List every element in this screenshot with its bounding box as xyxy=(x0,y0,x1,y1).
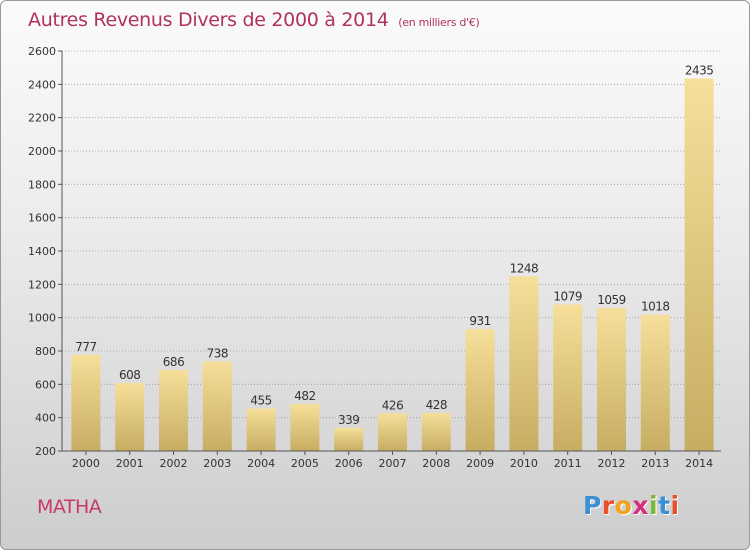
x-tick-label-2005: 2005 xyxy=(291,457,319,470)
value-label-2003: 738 xyxy=(207,346,228,360)
x-tick-label-2013: 2013 xyxy=(641,457,669,470)
x-tick-label-2007: 2007 xyxy=(379,457,407,470)
logo-letter: o xyxy=(614,491,633,520)
y-tick-label: 800 xyxy=(35,345,56,358)
value-label-2009: 931 xyxy=(469,314,490,328)
value-label-2008: 428 xyxy=(426,398,447,412)
value-label-2011: 1079 xyxy=(553,290,582,304)
y-tick-label: 1200 xyxy=(28,278,56,291)
value-label-2006: 339 xyxy=(338,413,359,427)
logo-letter: r xyxy=(601,491,615,520)
place-name: MATHA xyxy=(37,496,102,518)
y-tick-label: 1600 xyxy=(28,212,56,225)
x-tick-label-2009: 2009 xyxy=(466,457,494,470)
value-label-2002: 686 xyxy=(163,355,184,369)
x-tick-label-2008: 2008 xyxy=(422,457,450,470)
logo-letter: t xyxy=(658,491,671,520)
chart-title-text: Autres Revenus Divers de 2000 à 2014 xyxy=(28,9,389,31)
bar-2007 xyxy=(378,413,407,451)
x-tick-label-2000: 2000 xyxy=(72,457,100,470)
value-label-2005: 482 xyxy=(294,389,315,403)
value-label-2004: 455 xyxy=(250,394,271,408)
value-label-2014: 2435 xyxy=(685,64,714,78)
y-tick-label: 2600 xyxy=(28,45,56,58)
x-tick-label-2012: 2012 xyxy=(598,457,626,470)
logo-letter: x xyxy=(632,491,649,520)
bar-2014 xyxy=(684,78,714,451)
axes: 200 400 600 800 1000 1200 1400 1600 1800 2000 2200… xyxy=(28,45,721,470)
bar-2001 xyxy=(115,383,145,451)
y-tick-label: 1000 xyxy=(28,312,56,325)
bar-2012 xyxy=(597,307,626,451)
x-tick-label-2006: 2006 xyxy=(335,457,363,470)
x-tick-label-2014: 2014 xyxy=(685,457,713,470)
bar-2011 xyxy=(553,304,583,451)
value-labels: 777 608 686 738 455 482 339 426 428 931 1248 1079 10… xyxy=(75,64,714,427)
logo-letter: i xyxy=(649,491,659,520)
y-tick-label: 2200 xyxy=(28,112,56,125)
value-label-2000: 777 xyxy=(75,340,96,354)
x-tick-label-2001: 2001 xyxy=(116,457,144,470)
logo-letter: i xyxy=(670,491,680,520)
y-tick-label: 600 xyxy=(35,378,56,391)
value-label-2010: 1248 xyxy=(510,261,539,275)
bar-2008 xyxy=(421,413,451,451)
x-tick-label-2002: 2002 xyxy=(160,457,188,470)
bar-2010 xyxy=(509,276,539,451)
value-label-2007: 426 xyxy=(382,398,403,412)
bar-2005 xyxy=(290,404,320,451)
x-tick-label-2003: 2003 xyxy=(203,457,231,470)
logo-letter: P xyxy=(583,491,602,520)
bar-2013 xyxy=(640,314,670,451)
y-tick-label: 200 xyxy=(35,445,56,458)
y-tick-label: 400 xyxy=(35,412,56,425)
bar-2009 xyxy=(465,329,495,451)
chart-subtitle: (en milliers d'€) xyxy=(398,16,480,29)
bar-2006 xyxy=(334,427,364,451)
bar-2002 xyxy=(159,370,188,451)
y-tick-label: 2400 xyxy=(28,78,56,91)
y-tick-label: 2000 xyxy=(28,145,56,158)
bar-2004 xyxy=(246,408,276,451)
proxiti-logo: Proxiti xyxy=(583,491,680,520)
value-label-2001: 608 xyxy=(119,368,140,382)
chart-title: Autres Revenus Divers de 2000 à 2014 (en… xyxy=(28,9,480,31)
value-label-2012: 1059 xyxy=(597,293,626,307)
value-label-2013: 1018 xyxy=(641,300,670,314)
bar-2003 xyxy=(202,361,232,451)
x-tick-label-2010: 2010 xyxy=(510,457,538,470)
x-tick-label-2004: 2004 xyxy=(247,457,275,470)
y-tick-label: 1800 xyxy=(28,178,56,191)
bars xyxy=(71,78,714,451)
x-tick-label-2011: 2011 xyxy=(554,457,582,470)
y-tick-label: 1400 xyxy=(28,245,56,258)
bar-2000 xyxy=(71,354,101,451)
